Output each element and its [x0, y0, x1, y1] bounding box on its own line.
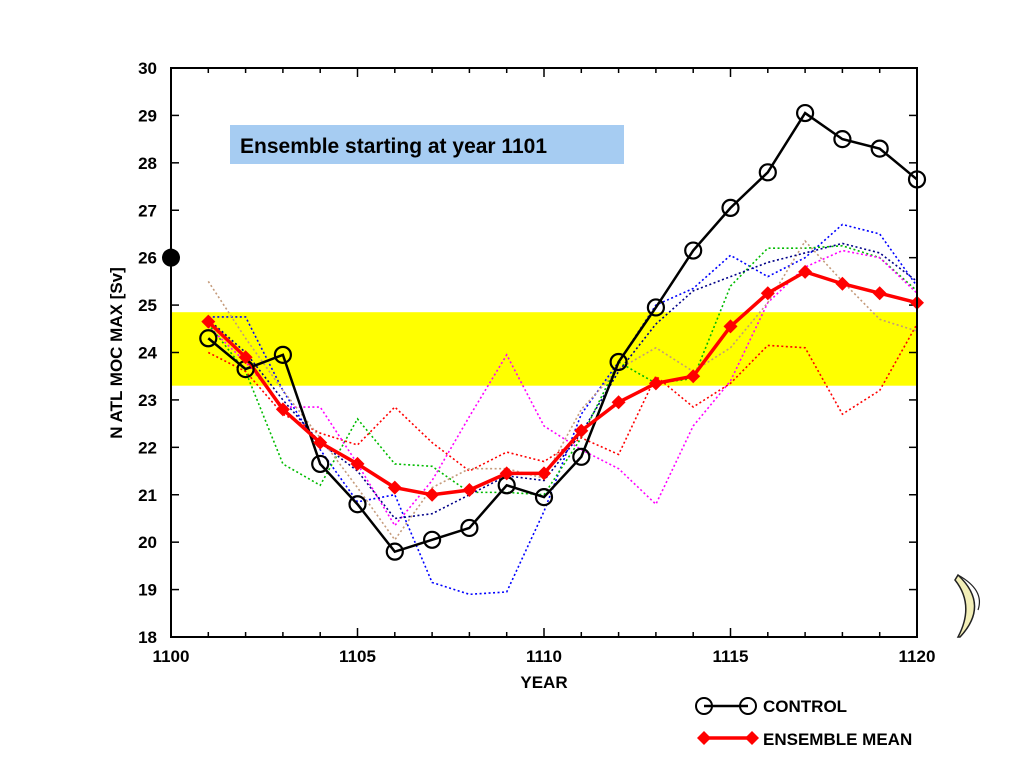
y-tick-label: 28 — [138, 154, 157, 173]
ensemble-mean-point — [648, 376, 663, 391]
series-line-5 — [207, 249, 918, 527]
legend-item-control: CONTROL — [695, 697, 847, 716]
y-tick-label: 21 — [138, 486, 157, 505]
control-point — [199, 329, 218, 348]
y-tick-label: 27 — [138, 201, 157, 220]
y-tick-label: 22 — [138, 438, 157, 457]
legend-label-ensemble-mean: ENSEMBLE MEAN — [763, 730, 912, 749]
y-tick-label: 24 — [138, 344, 157, 363]
y-tick-label: 18 — [138, 628, 157, 647]
control-point — [870, 139, 889, 158]
ensemble-mean-point — [313, 435, 328, 450]
markers-group — [199, 103, 927, 561]
series-line-2 — [208, 223, 918, 596]
control-point — [609, 352, 628, 372]
series-line-7 — [207, 242, 918, 520]
ensemble-mean-point — [387, 480, 402, 495]
control-point — [273, 345, 292, 364]
highlight-band — [172, 312, 916, 386]
ensemble-mean-point — [238, 350, 253, 365]
ensemble-mean-point — [835, 276, 850, 291]
control-point — [646, 298, 666, 317]
annotation-box — [230, 125, 624, 164]
legend-item-ensemble-mean: ENSEMBLE MEAN — [697, 730, 912, 749]
y-tick-label: 20 — [138, 533, 157, 552]
y-tick-label: 30 — [138, 59, 157, 78]
series-line-0 — [207, 111, 918, 554]
y-axis-title: N ATL MOC MAX [Sv] — [107, 267, 126, 439]
x-tick-label: 1100 — [153, 647, 190, 666]
y-tick-label: 23 — [138, 391, 157, 410]
series-group — [207, 111, 918, 596]
annotation-text: Ensemble starting at year 1101 — [240, 135, 547, 158]
control-point — [795, 103, 815, 123]
ensemble-mean-point — [723, 319, 738, 334]
control-point — [348, 495, 367, 514]
ensemble-mean-point — [760, 286, 775, 301]
control-point — [684, 241, 703, 260]
y-tick-label: 25 — [138, 296, 157, 315]
ensemble-mean-point — [350, 456, 365, 471]
x-tick-label: 1120 — [899, 647, 936, 666]
control-point — [311, 454, 330, 474]
plot-frame — [170, 67, 918, 638]
ensemble-mean-point — [499, 466, 514, 481]
control-point — [721, 198, 740, 217]
x-tick-label: 1110 — [526, 647, 562, 666]
control-point — [534, 488, 554, 507]
ensemble-mean-point — [611, 395, 626, 410]
series-line-6 — [207, 239, 918, 542]
ensemble-mean-point — [201, 314, 216, 329]
ensemble-mean-point — [574, 423, 589, 438]
control-point — [460, 518, 479, 538]
x-tick-label: 1105 — [339, 647, 376, 666]
ensemble-mean-point — [537, 466, 551, 481]
control-point — [758, 163, 777, 182]
start-marker — [162, 248, 180, 267]
series-line-1 — [207, 269, 918, 497]
ensemble-mean-point — [275, 402, 290, 417]
page-curl-icon — [954, 573, 980, 638]
y-tick-label: 26 — [138, 249, 157, 268]
ensemble-mean-point — [872, 286, 887, 301]
legend-label-control: CONTROL — [763, 697, 847, 716]
x-axis-title: YEAR — [520, 673, 567, 692]
control-point — [572, 447, 591, 466]
y-tick-label: 19 — [138, 581, 157, 600]
y-tick-label: 29 — [138, 106, 157, 125]
ensemble-mean-point — [798, 264, 813, 279]
x-tick-label: 1115 — [713, 647, 749, 666]
y-tick-labels: 18 19 20 21 22 23 24 25 26 27 28 29 30 — [138, 59, 157, 647]
ensemble-mean-point — [425, 487, 440, 502]
ensemble-mean-point — [462, 483, 477, 498]
control-point — [423, 530, 442, 549]
control-point — [833, 130, 852, 149]
x-tick-labels: 1100 1105 1110 1115 1120 — [153, 647, 936, 666]
legend: CONTROL ENSEMBLE MEAN — [695, 697, 912, 749]
ensemble-mean-point — [686, 369, 701, 384]
control-point — [385, 542, 404, 561]
